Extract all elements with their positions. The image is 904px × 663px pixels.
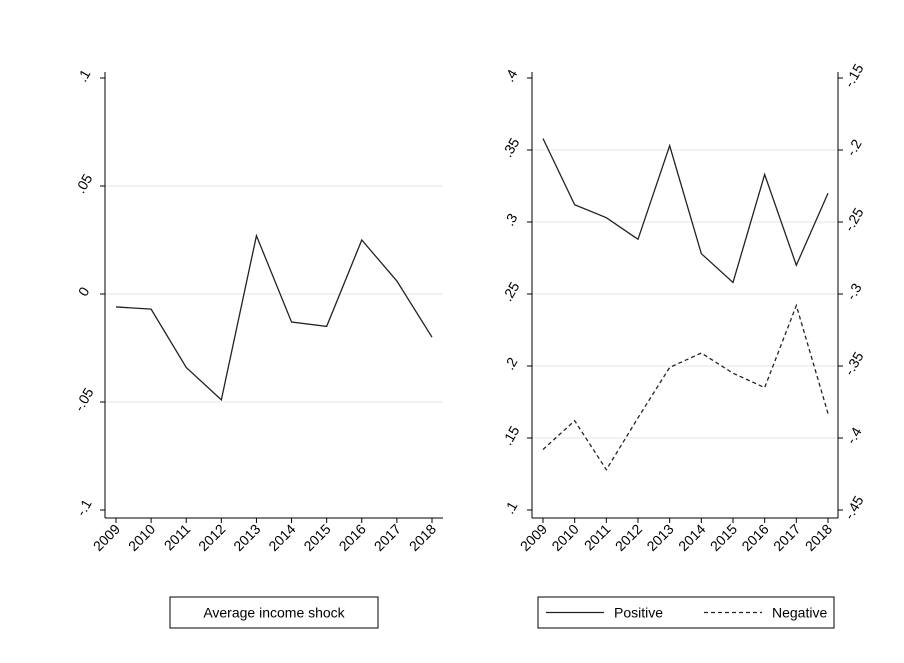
- x-tick-label: 2011: [581, 521, 614, 554]
- x-tick-label: 2011: [161, 521, 194, 554]
- x-tick-label: 2010: [548, 521, 581, 554]
- x-tick-label: 2010: [125, 521, 158, 554]
- y2-tick-label: -.25: [841, 205, 867, 234]
- x-tick-label: 2009: [90, 521, 123, 554]
- y2-tick-label: -.45: [841, 493, 867, 522]
- x-tick-label: 2013: [230, 521, 263, 554]
- x-tick-label: 2018: [802, 521, 835, 554]
- legend-box: [169, 596, 379, 629]
- legend-label: Negative: [772, 605, 827, 621]
- x-tick-label: 2014: [675, 521, 708, 554]
- x-tick-label: 2013: [643, 521, 676, 554]
- x-tick-label: 2017: [770, 521, 803, 554]
- y-tick-label: 0: [75, 284, 93, 299]
- legend-label: Positive: [614, 605, 663, 621]
- series-line: [115, 233, 433, 402]
- y-tick-label: .1: [501, 498, 521, 516]
- x-tick-label: 2012: [612, 521, 645, 554]
- legend-label: Average income shock: [203, 605, 345, 621]
- x-tick-label: 2016: [336, 521, 369, 554]
- x-tick-label: 2016: [738, 521, 771, 554]
- y-tick-label: .05: [72, 171, 96, 196]
- y-tick-label: .4: [501, 66, 521, 84]
- y-tick-label: .15: [499, 423, 523, 448]
- x-tick-label: 2014: [265, 521, 298, 554]
- y-tick-label: .2: [501, 354, 521, 372]
- x-tick-label: 2018: [406, 521, 439, 554]
- x-tick-label: 2009: [517, 521, 550, 554]
- y-tick-label: .25: [499, 279, 523, 304]
- series-line: [542, 303, 829, 471]
- x-tick-label: 2012: [195, 521, 228, 554]
- x-tick-label: 2015: [300, 521, 333, 554]
- y-tick-label: -.05: [71, 385, 97, 414]
- y2-tick-label: -.15: [841, 61, 867, 90]
- x-tick-label: 2017: [371, 521, 404, 554]
- y-tick-label: -.1: [73, 496, 95, 518]
- y-tick-label: .1: [74, 66, 94, 84]
- y2-tick-label: -.35: [841, 349, 867, 378]
- y-tick-label: .3: [501, 210, 521, 228]
- y2-tick-label: -.2: [843, 136, 865, 158]
- series-line: [542, 138, 829, 284]
- y2-tick-label: -.4: [843, 424, 865, 446]
- y2-tick-label: -.3: [843, 280, 865, 302]
- x-tick-label: 2015: [707, 521, 740, 554]
- y-tick-label: .35: [499, 135, 523, 160]
